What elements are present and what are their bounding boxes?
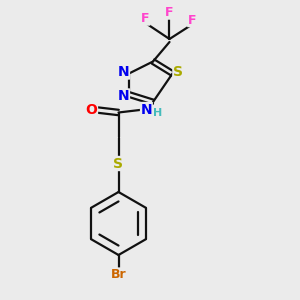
Text: Br: Br — [111, 268, 126, 281]
Text: O: O — [85, 103, 98, 116]
Text: F: F — [165, 6, 174, 19]
Text: N: N — [118, 89, 129, 103]
Text: F: F — [141, 12, 150, 25]
Text: S: S — [173, 65, 183, 79]
Text: N: N — [118, 65, 129, 79]
Text: N: N — [141, 103, 152, 116]
Text: H: H — [153, 107, 162, 118]
Text: F: F — [188, 14, 196, 27]
Text: S: S — [113, 157, 124, 170]
